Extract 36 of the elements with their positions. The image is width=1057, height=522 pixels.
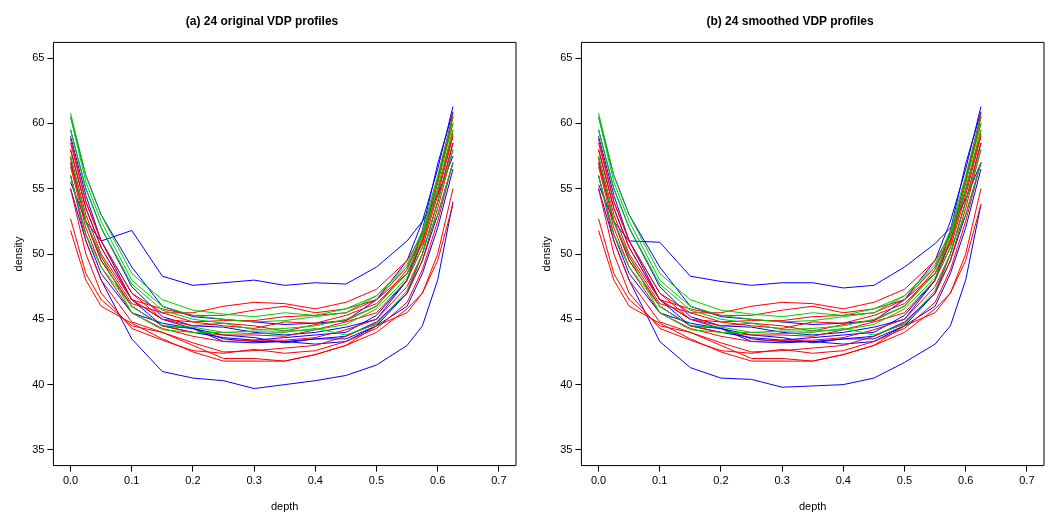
x-axis-title: depth [270, 500, 299, 513]
y-tick-label: 55 [560, 181, 573, 194]
x-tick-label: 0.1 [652, 474, 668, 487]
x-tick-label: 0.7 [1019, 474, 1035, 487]
chart-title: (a) 24 original VDP profiles [185, 13, 339, 28]
y-tick-label: 65 [560, 51, 573, 64]
y-tick-label: 40 [32, 377, 45, 390]
y-tick-label: 50 [560, 247, 573, 260]
x-tick-label: 0.3 [246, 474, 262, 487]
x-tick-label: 0.3 [774, 474, 790, 487]
x-tick-label: 0.6 [958, 474, 974, 487]
y-tick-label: 65 [32, 51, 45, 64]
x-tick-label: 0.7 [491, 474, 507, 487]
x-tick-label: 0.1 [124, 474, 140, 487]
x-tick-label: 0.5 [368, 474, 385, 487]
x-axis-title: depth [798, 500, 827, 513]
y-axis-title: density [11, 236, 24, 272]
y-tick-label: 55 [32, 181, 45, 194]
y-axis-title: density [539, 236, 552, 272]
y-tick-label: 45 [32, 312, 45, 325]
y-tick-label: 50 [32, 247, 45, 260]
x-tick-label: 0.2 [185, 474, 201, 487]
y-tick-label: 60 [560, 116, 573, 129]
x-tick-label: 0.5 [896, 474, 913, 487]
y-tick-label: 35 [32, 442, 45, 455]
x-tick-label: 0.6 [430, 474, 446, 487]
x-tick-label: 0.0 [62, 474, 79, 487]
y-tick-label: 45 [560, 312, 573, 325]
x-tick-label: 0.2 [713, 474, 729, 487]
chart-title: (b) 24 smoothed VDP profiles [706, 13, 874, 28]
x-tick-label: 0.4 [307, 474, 323, 487]
y-tick-label: 40 [560, 377, 573, 390]
y-tick-label: 60 [32, 116, 45, 129]
x-tick-label: 0.0 [590, 474, 607, 487]
y-tick-label: 35 [560, 442, 573, 455]
x-tick-label: 0.4 [835, 474, 851, 487]
